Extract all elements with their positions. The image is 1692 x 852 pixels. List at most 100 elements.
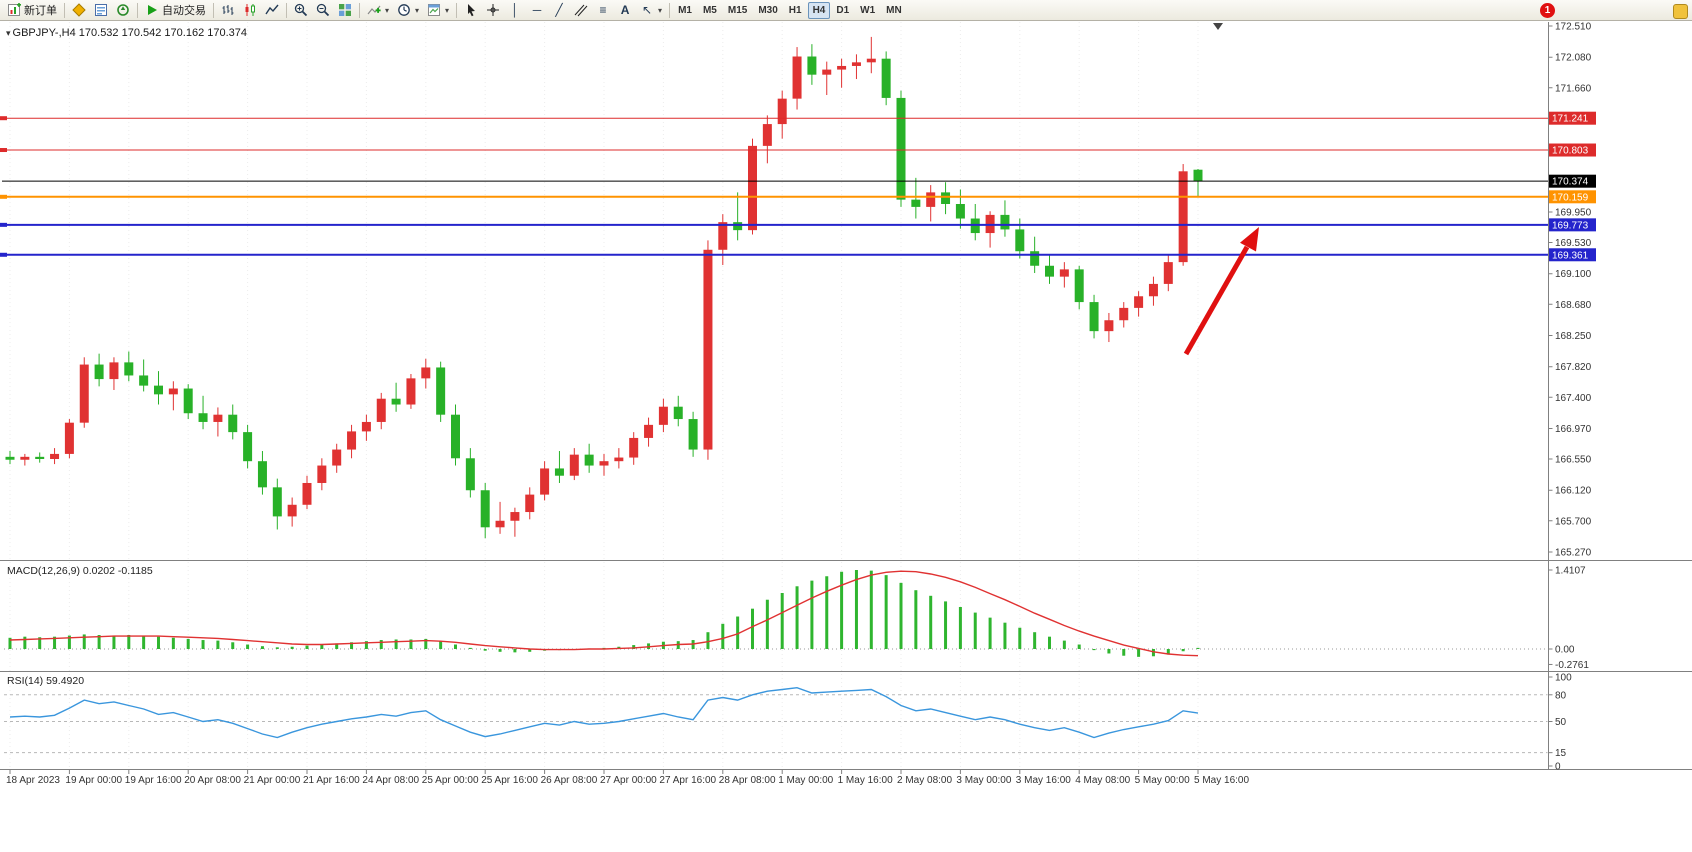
cursor-tool-button[interactable] (460, 1, 482, 19)
market-watch-button[interactable] (68, 1, 90, 19)
price-tick-label: 166.120 (1555, 486, 1592, 497)
price-tick-label: 165.700 (1555, 516, 1592, 527)
annotation-arrow-shaft[interactable] (1183, 245, 1250, 356)
line-chart-button[interactable] (261, 1, 283, 19)
price-axis[interactable] (1549, 22, 1692, 770)
zoom-out-button[interactable] (312, 1, 334, 19)
trendline-tool-button[interactable]: ╱ (548, 1, 570, 19)
price-line-badge-label: 169.361 (1552, 250, 1589, 261)
timeframe-button-m15[interactable]: M15 (723, 2, 752, 19)
candle-body (614, 457, 624, 462)
price-line-badge-label: 170.374 (1552, 177, 1589, 188)
indicators-button[interactable]: ▾ (363, 1, 393, 19)
new-order-icon (7, 3, 21, 17)
price-line-badge (1549, 143, 1596, 157)
navigator-button[interactable] (112, 1, 134, 19)
templates-button[interactable]: ▾ (423, 1, 453, 19)
candle-body (1000, 214, 1010, 230)
candle-body (109, 362, 119, 380)
macd-axis-label: -0.2761 (1555, 660, 1589, 671)
data-window-button[interactable] (90, 1, 112, 19)
time-label: 28 Apr 08:00 (719, 775, 776, 786)
annotation-arrow-head[interactable] (1240, 227, 1259, 252)
price-line-badge (1549, 111, 1596, 125)
timeframe-button-w1[interactable]: W1 (855, 2, 880, 19)
text-tool-button[interactable]: A (614, 1, 636, 19)
candle-body (198, 413, 208, 422)
rsi-axis-label: 15 (1555, 748, 1567, 759)
rsi-line (9, 686, 1199, 739)
bar-chart-button[interactable] (217, 1, 239, 19)
candle-body (228, 414, 238, 433)
chart-collapse-icon[interactable]: ▾ (6, 28, 11, 38)
new-order-label: 新订单 (24, 5, 57, 17)
candle-body (1148, 283, 1158, 297)
toolbar-separator (137, 2, 138, 18)
candle-body (213, 414, 223, 422)
zoom-in-button[interactable] (290, 1, 312, 19)
timeframe-button-d1[interactable]: D1 (831, 2, 854, 19)
candle-body (391, 398, 401, 405)
timeframe-button-mn[interactable]: MN (881, 2, 907, 19)
arrows-tool-button[interactable]: ↖ ▾ (636, 1, 666, 19)
candle-body (495, 520, 505, 528)
timeframe-button-h4[interactable]: H4 (807, 1, 831, 19)
timeframe-button-h1[interactable]: H1 (784, 2, 807, 19)
periods-button[interactable]: ▾ (393, 1, 423, 19)
chart-shift-marker[interactable] (1213, 23, 1223, 30)
candle-body (287, 504, 297, 517)
candle-body (718, 222, 728, 250)
rsi-axis-label: 0 (1555, 762, 1561, 773)
hline-left-marker (0, 222, 7, 227)
candlestick-chart-button[interactable] (239, 1, 261, 19)
timeframe-button-m30[interactable]: M30 (753, 2, 782, 19)
price-line-badge (1549, 248, 1596, 262)
candle-body (332, 449, 342, 466)
candle-body (183, 388, 193, 414)
price-tick-label: 172.080 (1555, 53, 1592, 64)
hline-left-marker (0, 116, 7, 121)
candle-body (644, 424, 654, 438)
price-tick-label: 169.530 (1555, 238, 1592, 249)
candle-body (168, 388, 178, 395)
toolbar-separator (456, 2, 458, 18)
arrows-tool-icon: ↖ (642, 3, 653, 17)
candle-body (792, 56, 802, 99)
candle-body (1193, 169, 1203, 182)
toolbar-separator (669, 2, 671, 18)
indicators-plus-icon (367, 3, 381, 17)
vertical-line-tool-button[interactable]: │ (504, 1, 526, 19)
price-line-badge-label: 169.773 (1552, 220, 1589, 231)
fibonacci-tool-button[interactable]: ≡ (592, 1, 614, 19)
crosshair-tool-button[interactable] (482, 1, 504, 19)
time-label: 25 Apr 16:00 (481, 775, 538, 786)
timeframe-button-m1[interactable]: M1 (673, 2, 697, 19)
time-label: 5 May 16:00 (1194, 775, 1249, 786)
cursor-icon (464, 3, 478, 17)
time-label: 24 Apr 08:00 (362, 775, 419, 786)
candle-body (1178, 171, 1188, 263)
toolbar-corner-icon[interactable] (1673, 4, 1688, 19)
candle-body (139, 375, 149, 386)
candle-body (35, 456, 45, 460)
channel-tool-button[interactable] (570, 1, 592, 19)
line-chart-icon (265, 3, 279, 17)
timeframe-button-m5[interactable]: M5 (698, 2, 722, 19)
horizontal-line-tool-button[interactable]: ─ (526, 1, 548, 19)
candle-body (1089, 302, 1099, 332)
time-label: 4 May 08:00 (1075, 775, 1130, 786)
price-tick-label: 168.250 (1555, 331, 1592, 342)
tile-windows-button[interactable] (334, 1, 356, 19)
candle-body (50, 453, 60, 460)
new-order-button[interactable]: 新订单 (3, 1, 61, 19)
toolbar-separator (64, 2, 65, 18)
candle-body (837, 65, 847, 70)
rsi-axis-label: 80 (1555, 690, 1567, 701)
time-label: 1 May 16:00 (838, 775, 893, 786)
auto-trading-button[interactable]: 自动交易 (141, 1, 210, 19)
time-axis[interactable] (0, 770, 1549, 790)
notification-badge[interactable]: 1 (1540, 3, 1555, 18)
bar-chart-icon (221, 3, 235, 17)
candle-body (154, 385, 163, 395)
